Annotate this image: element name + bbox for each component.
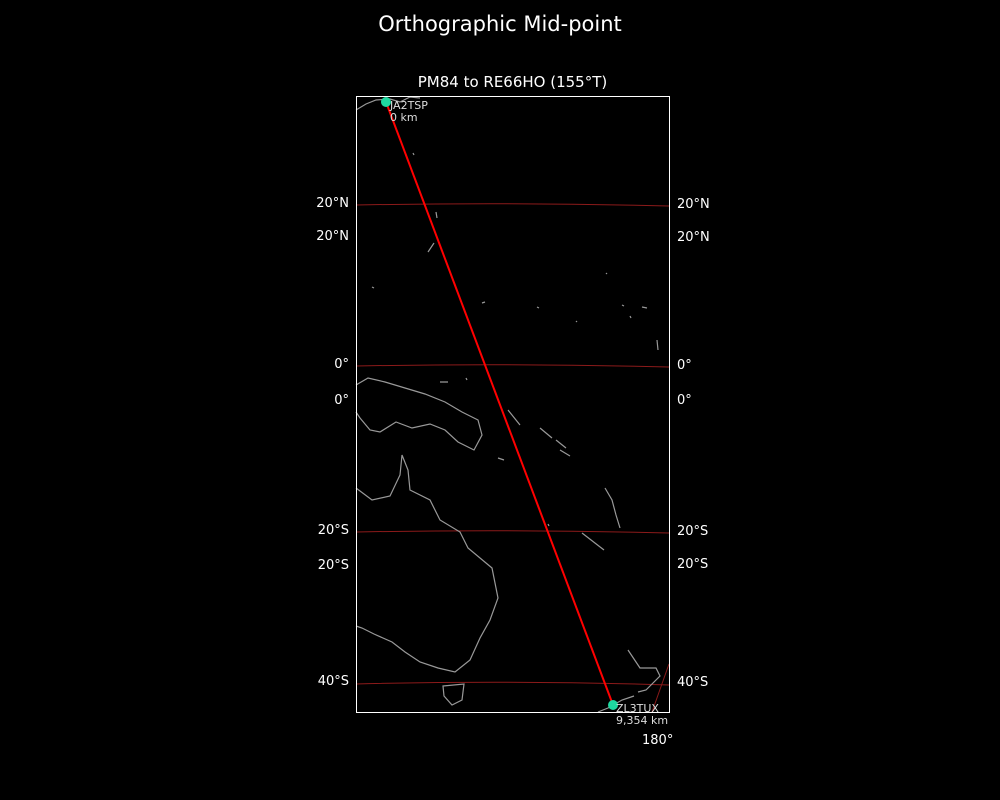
gridlabel-left: 40°S [317,674,349,689]
gridlabel-left: 20°N [316,229,349,244]
coast-solomons [507,409,571,457]
gridlabel-right: 20°S [677,524,709,539]
coastlines [355,96,661,713]
gridlabel-left: 20°S [317,558,349,573]
gridlabel-bottom: 180° [642,733,674,748]
start-station-label: JA2TSP 0 km [390,100,428,124]
coast-new-guinea [355,377,483,451]
end-station-label: ZL3TUX 9,354 km [616,703,668,727]
coast-australia [355,454,499,673]
gridlabel-left: 20°N [316,196,349,211]
gridlabel-left: 0° [334,393,349,408]
coast-vanuatu [604,487,621,529]
gridlabel-right: 20°N [677,197,710,212]
end-call: ZL3TUX [616,702,659,715]
gridlabel-left: 0° [334,357,349,372]
map-subtitle: PM84 to RE66HO (155°T) [417,73,608,91]
figure-title: Orthographic Mid-point [378,12,622,36]
start-station-marker [381,97,391,107]
gridline-equator [355,364,670,368]
great-circle-path [385,101,614,706]
start-distance: 0 km [390,111,418,124]
gridlabel-right: 40°S [677,675,709,690]
gridline-20n [355,203,670,207]
map-frame [356,96,670,713]
coast-islands [371,152,659,527]
gridline-40s [355,681,670,686]
end-station-marker [608,700,618,710]
coast-tasmania [442,683,465,706]
end-distance: 9,354 km [616,714,669,727]
gridlabel-left: 20°S [317,523,349,538]
gridline-20s [355,530,670,534]
gridlabel-right: 20°N [677,230,710,245]
coast-nz-north [627,649,661,693]
gridline-180 [651,663,670,713]
gridlines [355,203,670,713]
gridlabel-right: 20°S [677,557,709,572]
start-call: JA2TSP [390,99,428,112]
coast-new-caledonia [581,532,605,551]
gridlabel-right: 0° [677,358,692,373]
gridlabel-right: 0° [677,393,692,408]
